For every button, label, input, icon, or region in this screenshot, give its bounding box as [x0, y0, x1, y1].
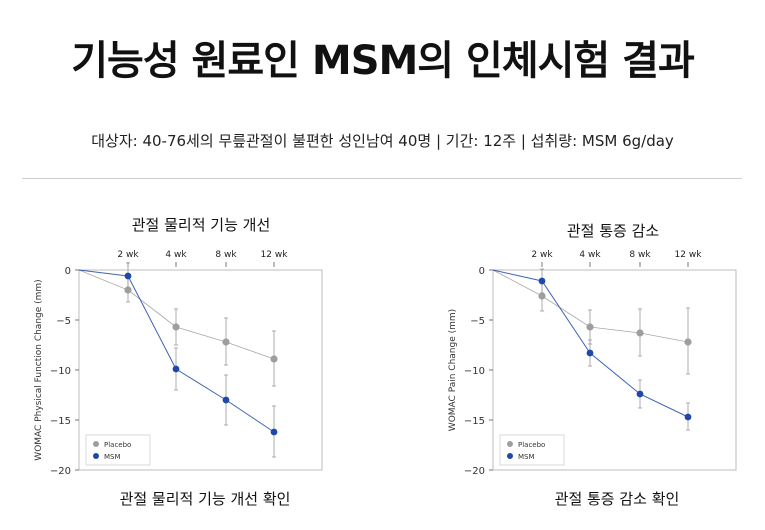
chart-1-title: 관절 물리적 기능 개선: [131, 216, 271, 234]
placebo-line: [78, 269, 275, 360]
legend-label: MSM: [104, 453, 121, 461]
legend-marker: [93, 441, 99, 447]
placebo-point: [636, 329, 644, 337]
placebo-point: [270, 355, 278, 363]
msm-point: [586, 349, 594, 357]
msm-line: [492, 269, 689, 418]
msm-point: [172, 365, 180, 373]
chart-2-title: 관절 통증 감소: [566, 222, 660, 240]
chart-pain: 0 −5 −10 −15 −20 2 wk 4 wk 8 wk 12 wk WOMAC Pain …: [448, 250, 737, 475]
legend-box: [499, 434, 565, 466]
divider: [22, 178, 742, 179]
y-tick-label: 0: [479, 266, 485, 277]
legend-box: [85, 434, 151, 466]
placebo-point: [684, 338, 692, 346]
y-tick-label: −20: [50, 466, 71, 475]
legend-marker: [507, 441, 513, 447]
y-tick-label: −10: [464, 366, 485, 377]
legend-label: Placebo: [104, 441, 131, 449]
y-tick-label: −20: [464, 466, 485, 475]
msm-point: [222, 396, 230, 404]
placebo-point: [172, 323, 180, 331]
y-axis-label: WOMAC Physical Function Change (mm): [34, 279, 44, 460]
x-tick-label: 4 wk: [579, 250, 601, 260]
legend-label: Placebo: [518, 441, 545, 449]
x-tick-label: 8 wk: [629, 250, 651, 260]
placebo-point: [538, 292, 546, 300]
legend-marker: [93, 453, 99, 459]
y-tick-label: −15: [464, 416, 485, 427]
x-tick-label: 12 wk: [675, 250, 703, 260]
x-tick-label: 2 wk: [117, 250, 139, 260]
y-axis-label: WOMAC Pain Change (mm): [448, 309, 458, 431]
y-tick-label: −5: [470, 316, 485, 327]
y-tick-label: 0: [65, 266, 71, 277]
y-tick-label: −5: [56, 316, 71, 327]
x-tick-label: 8 wk: [215, 250, 237, 260]
placebo-line: [492, 269, 689, 343]
chart-physical-function: 0 −5 −10 −15 −20 2 wk 4 wk 8 wk 12 wk WOMAC Physi…: [34, 250, 323, 475]
chart-1-caption: 관절 물리적 기능 개선 확인: [119, 490, 291, 508]
x-tick-label: 12 wk: [261, 250, 289, 260]
legend-label: MSM: [518, 453, 535, 461]
placebo-point: [222, 338, 230, 346]
msm-point: [684, 413, 692, 421]
placebo-point: [586, 323, 594, 331]
chart-2-caption: 관절 통증 감소 확인: [554, 490, 680, 508]
page-title: 기능성 원료인 MSM의 인체시험 결과: [71, 38, 695, 84]
msm-point: [270, 428, 278, 436]
msm-point: [636, 390, 644, 398]
msm-line: [78, 269, 275, 433]
y-tick-label: −10: [50, 366, 71, 377]
x-tick-label: 4 wk: [165, 250, 187, 260]
x-tick-label: 2 wk: [531, 250, 553, 260]
study-info: 대상자: 40-76세의 무릎관절이 불편한 성인남여 40명 | 기간: 12…: [91, 132, 674, 150]
legend-marker: [507, 453, 513, 459]
y-tick-label: −15: [50, 416, 71, 427]
msm-point: [124, 272, 132, 280]
msm-point: [538, 277, 546, 285]
